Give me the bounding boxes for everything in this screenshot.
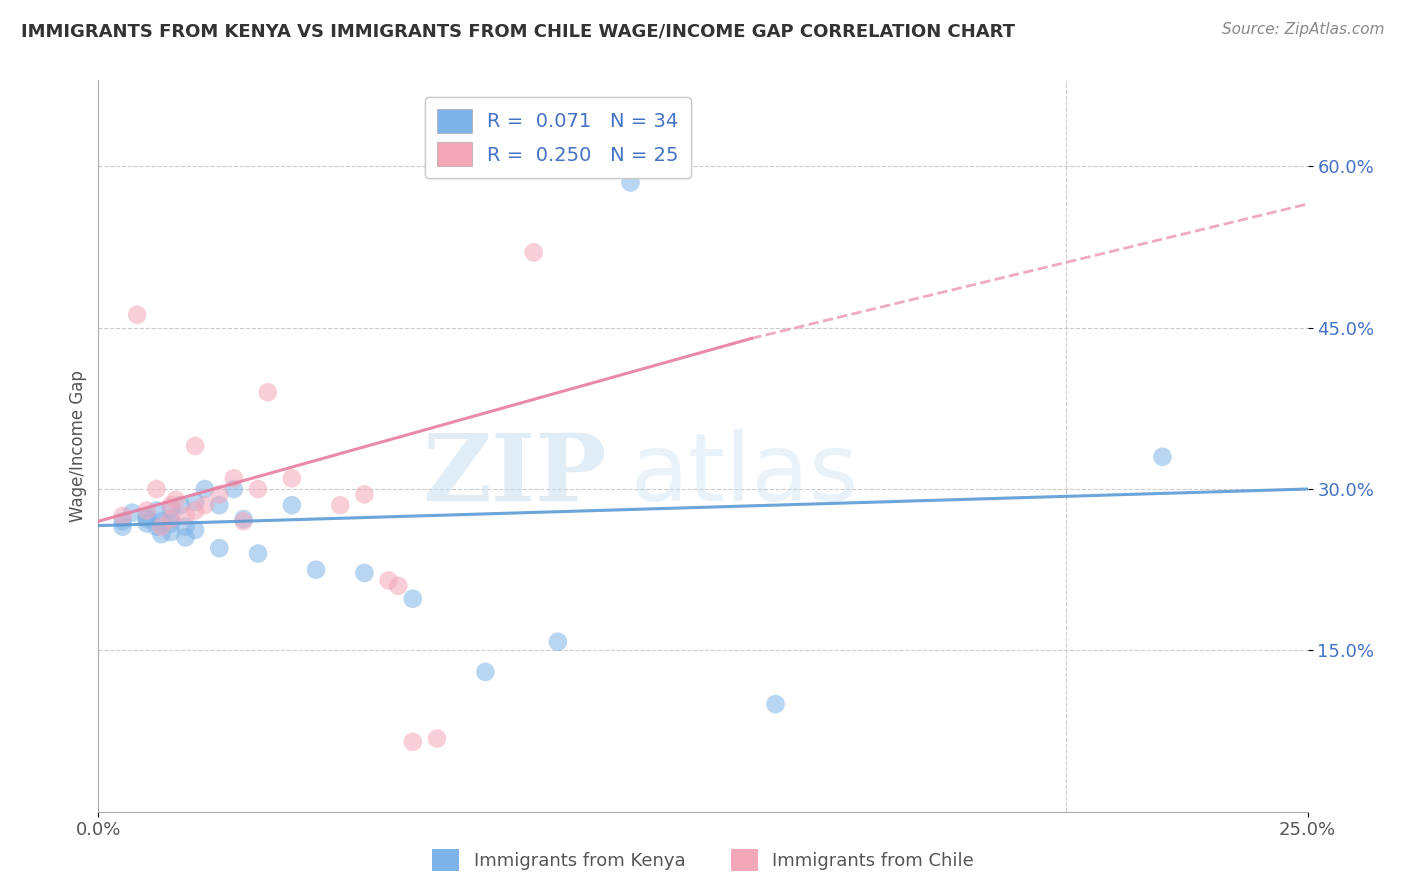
Point: [194, 498, 217, 512]
Point: [145, 482, 167, 496]
Point: [121, 506, 143, 520]
Point: [474, 665, 496, 679]
Point: [184, 503, 207, 517]
Point: [353, 566, 375, 580]
Point: [232, 512, 254, 526]
Point: [1152, 450, 1174, 464]
Point: [247, 547, 270, 561]
Point: [145, 503, 167, 517]
Point: [160, 512, 183, 526]
Point: [160, 498, 183, 512]
Point: [169, 498, 191, 512]
Point: [174, 519, 197, 533]
Point: [222, 471, 245, 485]
Point: [305, 563, 328, 577]
Point: [256, 385, 278, 400]
Legend: Immigrants from Kenya, Immigrants from Chile: Immigrants from Kenya, Immigrants from C…: [425, 842, 981, 879]
Point: [247, 482, 270, 496]
Point: [174, 530, 197, 544]
Point: [208, 541, 231, 556]
Point: [160, 516, 183, 531]
Point: [150, 514, 173, 528]
Point: [135, 508, 157, 523]
Point: [184, 439, 207, 453]
Point: [150, 527, 173, 541]
Text: atlas: atlas: [630, 429, 859, 521]
Point: [111, 514, 134, 528]
Point: [281, 498, 304, 512]
Point: [281, 471, 304, 485]
Point: [619, 176, 641, 190]
Point: [135, 516, 157, 531]
Point: [208, 487, 231, 501]
Legend: R =  0.071   N = 34, R =  0.250   N = 25: R = 0.071 N = 34, R = 0.250 N = 25: [425, 97, 690, 178]
Point: [160, 501, 183, 516]
Point: [194, 482, 217, 496]
Point: [765, 697, 787, 711]
Point: [160, 524, 183, 539]
Y-axis label: Wage/Income Gap: Wage/Income Gap: [69, 370, 87, 522]
Point: [402, 591, 425, 606]
Point: [222, 482, 245, 496]
Text: IMMIGRANTS FROM KENYA VS IMMIGRANTS FROM CHILE WAGE/INCOME GAP CORRELATION CHART: IMMIGRANTS FROM KENYA VS IMMIGRANTS FROM…: [21, 22, 1015, 40]
Point: [160, 512, 183, 526]
Point: [184, 523, 207, 537]
Point: [111, 519, 134, 533]
Point: [426, 731, 449, 746]
Point: [184, 495, 207, 509]
Point: [127, 308, 149, 322]
Point: [165, 492, 187, 507]
Point: [232, 514, 254, 528]
Text: ZIP: ZIP: [422, 430, 606, 520]
Point: [523, 245, 546, 260]
Point: [174, 508, 197, 523]
Point: [377, 574, 399, 588]
Point: [387, 579, 409, 593]
Point: [145, 519, 167, 533]
Text: Source: ZipAtlas.com: Source: ZipAtlas.com: [1222, 22, 1385, 37]
Point: [353, 487, 375, 501]
Point: [135, 512, 157, 526]
Point: [402, 735, 425, 749]
Point: [135, 503, 157, 517]
Point: [150, 519, 173, 533]
Point: [111, 508, 134, 523]
Point: [329, 498, 352, 512]
Point: [208, 498, 231, 512]
Point: [547, 634, 569, 648]
